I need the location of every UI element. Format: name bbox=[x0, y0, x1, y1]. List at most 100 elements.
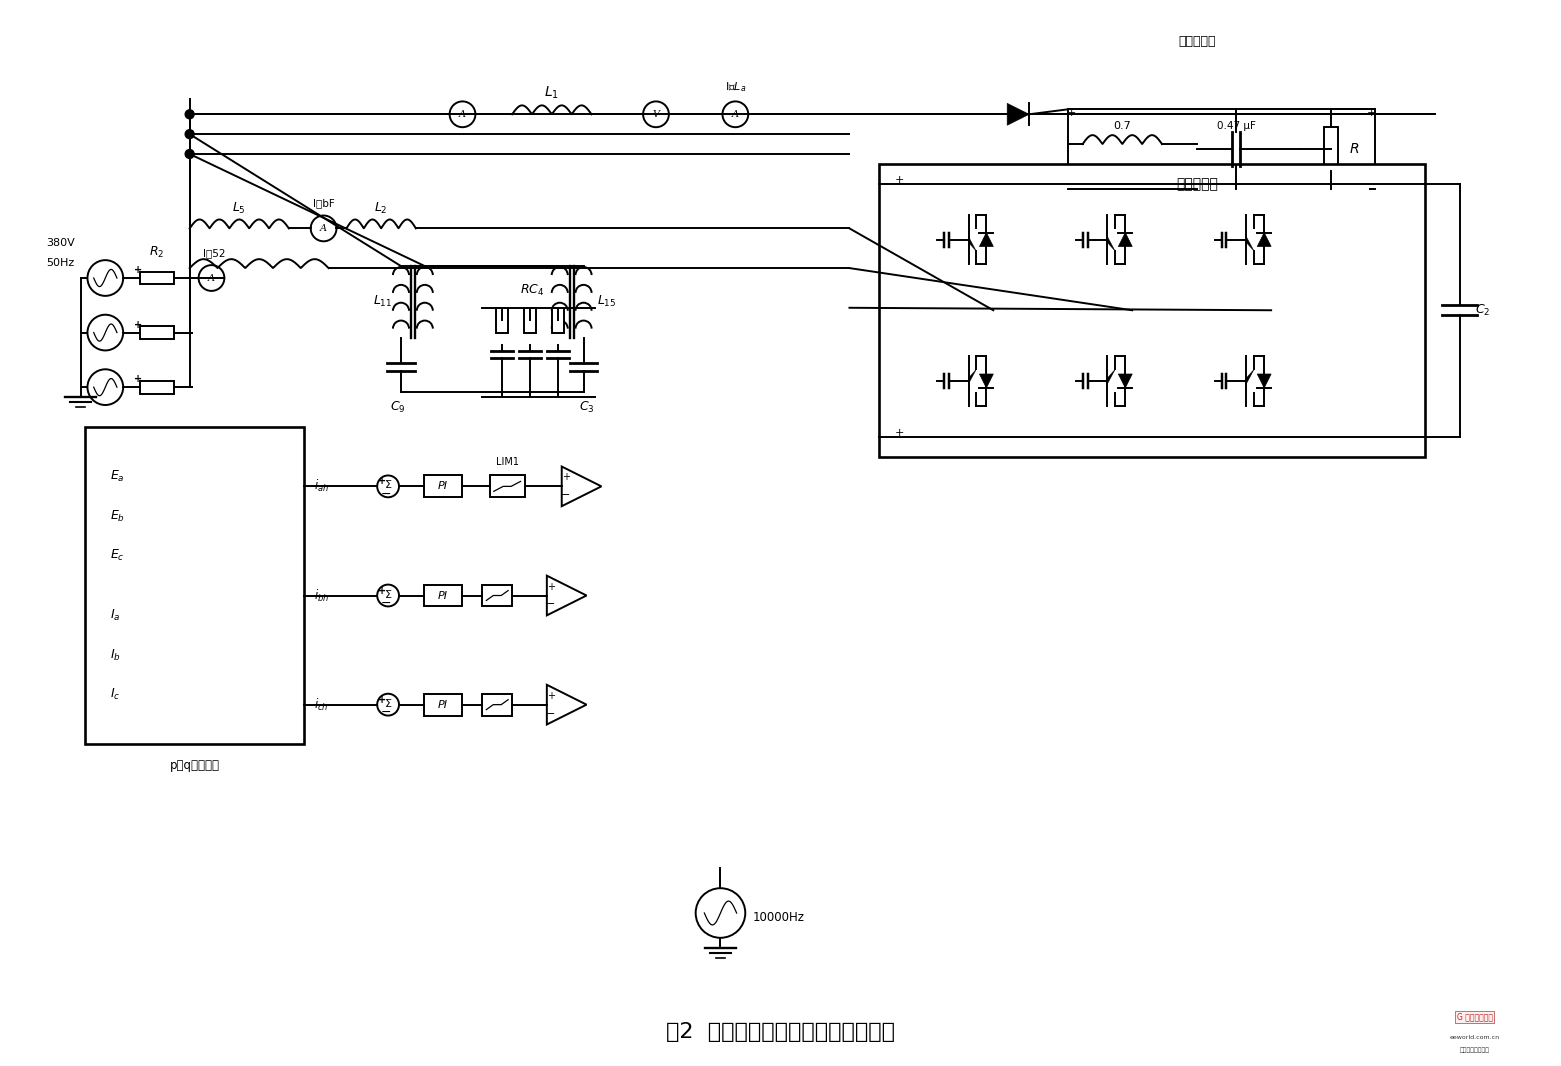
Bar bbox=[423, 694, 462, 715]
Polygon shape bbox=[1107, 369, 1116, 384]
Circle shape bbox=[186, 110, 194, 118]
Bar bbox=[879, 164, 1425, 456]
Polygon shape bbox=[546, 576, 587, 615]
Polygon shape bbox=[546, 684, 587, 725]
Text: I＿$L_a$: I＿$L_a$ bbox=[724, 81, 746, 95]
Bar bbox=[496, 308, 509, 333]
Text: Σ: Σ bbox=[384, 589, 392, 599]
Polygon shape bbox=[562, 467, 601, 506]
Text: PI: PI bbox=[437, 699, 448, 710]
Text: 无线性负载: 无线性负载 bbox=[1179, 35, 1216, 48]
Polygon shape bbox=[968, 237, 977, 252]
Circle shape bbox=[643, 101, 668, 127]
Circle shape bbox=[87, 314, 123, 351]
Text: A: A bbox=[208, 274, 215, 282]
Text: +: + bbox=[134, 265, 142, 275]
Polygon shape bbox=[1107, 237, 1116, 252]
Bar bbox=[139, 381, 175, 393]
Text: $R$: $R$ bbox=[1349, 142, 1360, 156]
Text: p、q运算模块: p、q运算模块 bbox=[170, 759, 220, 772]
Circle shape bbox=[186, 130, 194, 139]
Text: $i_{bh}$: $i_{bh}$ bbox=[314, 587, 329, 603]
Bar bbox=[423, 475, 462, 497]
Text: +: + bbox=[134, 320, 142, 329]
Text: 380V: 380V bbox=[47, 239, 75, 248]
Text: +: + bbox=[1068, 109, 1077, 118]
Text: PI: PI bbox=[437, 482, 448, 491]
Text: 10000Hz: 10000Hz bbox=[752, 911, 804, 924]
Text: G 电子工程世界: G 电子工程世界 bbox=[1456, 1013, 1492, 1021]
Text: 图2  混合型有源电力滤波器电路结构: 图2 混合型有源电力滤波器电路结构 bbox=[667, 1022, 894, 1043]
Text: PI: PI bbox=[437, 591, 448, 600]
Bar bbox=[1068, 110, 1375, 189]
Text: $L_2$: $L_2$ bbox=[375, 200, 389, 215]
Polygon shape bbox=[979, 374, 993, 388]
Text: $I_b$: $I_b$ bbox=[111, 647, 122, 663]
Polygon shape bbox=[1257, 374, 1271, 388]
Text: +: + bbox=[134, 374, 142, 384]
Text: $L_5$: $L_5$ bbox=[233, 200, 247, 215]
Text: A: A bbox=[732, 110, 738, 118]
Circle shape bbox=[378, 584, 400, 607]
Polygon shape bbox=[1257, 232, 1271, 246]
Circle shape bbox=[378, 475, 400, 497]
Text: $i_{ah}$: $i_{ah}$ bbox=[314, 479, 329, 495]
Text: +: + bbox=[546, 691, 554, 700]
Text: −: − bbox=[381, 488, 392, 501]
Text: +: + bbox=[1367, 109, 1377, 118]
Text: A: A bbox=[459, 110, 467, 118]
Text: LIM1: LIM1 bbox=[496, 456, 518, 467]
Polygon shape bbox=[1246, 369, 1255, 384]
Circle shape bbox=[311, 215, 337, 241]
Text: I＿bF: I＿bF bbox=[312, 198, 334, 209]
Text: 50Hz: 50Hz bbox=[47, 258, 75, 269]
Polygon shape bbox=[1007, 103, 1029, 125]
Polygon shape bbox=[968, 369, 977, 384]
Bar bbox=[139, 272, 175, 285]
Text: I＿52: I＿52 bbox=[203, 248, 226, 258]
Text: eeworld.com.cn: eeworld.com.cn bbox=[1450, 1034, 1500, 1039]
Text: $L_1$: $L_1$ bbox=[545, 85, 559, 101]
Text: +: + bbox=[894, 427, 904, 438]
Text: +: + bbox=[378, 585, 386, 596]
Text: $L_{11}$: $L_{11}$ bbox=[373, 294, 393, 309]
Text: $E_a$: $E_a$ bbox=[111, 469, 125, 484]
Circle shape bbox=[87, 260, 123, 296]
Bar bbox=[139, 326, 175, 339]
Text: −: − bbox=[546, 599, 556, 610]
Bar bbox=[482, 584, 512, 607]
Text: +: + bbox=[562, 472, 570, 483]
Polygon shape bbox=[1118, 232, 1132, 246]
Text: $C_2$: $C_2$ bbox=[1475, 303, 1489, 318]
Text: +: + bbox=[894, 175, 904, 184]
Bar bbox=[490, 475, 524, 497]
Bar bbox=[423, 584, 462, 607]
Text: 有源滤波器: 有源滤波器 bbox=[1175, 177, 1218, 191]
Polygon shape bbox=[979, 232, 993, 246]
Text: Σ: Σ bbox=[384, 481, 392, 490]
Text: −: − bbox=[560, 490, 570, 500]
Circle shape bbox=[87, 369, 123, 405]
Text: $E_b$: $E_b$ bbox=[111, 508, 125, 523]
Text: $R_2$: $R_2$ bbox=[150, 245, 164, 260]
Text: A: A bbox=[320, 224, 328, 232]
Text: $L_{15}$: $L_{15}$ bbox=[596, 294, 617, 309]
Bar bbox=[524, 308, 535, 333]
Text: −: − bbox=[381, 706, 392, 720]
Text: $i_{ch}$: $i_{ch}$ bbox=[314, 696, 328, 713]
Text: 0.47 μF: 0.47 μF bbox=[1218, 122, 1257, 131]
Polygon shape bbox=[1246, 237, 1255, 252]
Bar bbox=[86, 426, 304, 744]
Text: $C_9$: $C_9$ bbox=[390, 400, 406, 415]
Text: $I_a$: $I_a$ bbox=[111, 608, 120, 623]
Text: −: − bbox=[546, 709, 556, 718]
Text: $C_3$: $C_3$ bbox=[579, 400, 595, 415]
Text: +: + bbox=[378, 477, 386, 486]
Polygon shape bbox=[1118, 374, 1132, 388]
Bar bbox=[482, 694, 512, 715]
Circle shape bbox=[450, 101, 476, 127]
Text: $RC_4$: $RC_4$ bbox=[520, 282, 545, 297]
Circle shape bbox=[378, 694, 400, 715]
Text: V: V bbox=[652, 110, 659, 118]
Text: $I_c$: $I_c$ bbox=[111, 688, 120, 702]
